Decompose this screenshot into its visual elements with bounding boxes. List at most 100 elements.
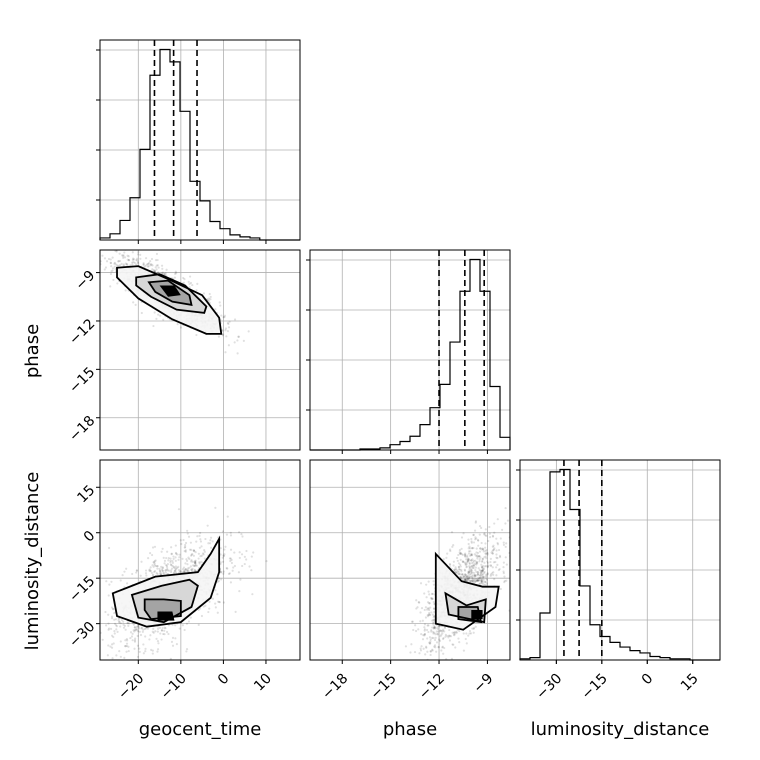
scatter-point — [457, 637, 460, 640]
xlabel-luminosity-distance: luminosity_distance — [531, 719, 710, 740]
scatter-point — [125, 642, 129, 645]
scatter-point — [129, 636, 132, 640]
scatter-point — [489, 574, 492, 577]
scatter-point — [423, 629, 426, 632]
scatter-point — [492, 561, 496, 564]
scatter-point — [167, 556, 170, 560]
scatter-point — [150, 257, 154, 261]
scatter-point — [479, 574, 482, 577]
scatter-point — [209, 536, 213, 539]
scatter-point — [481, 582, 484, 585]
scatter-point — [144, 572, 148, 575]
scatter-point — [200, 545, 203, 548]
scatter-point — [488, 535, 492, 539]
scatter-point — [214, 308, 217, 311]
contour-line-0 — [434, 551, 500, 631]
scatter-point — [436, 626, 439, 629]
scatter-point — [91, 667, 93, 669]
scatter-point — [200, 560, 203, 563]
scatter-point — [474, 554, 477, 557]
scatter-point — [208, 292, 211, 296]
scatter-point — [430, 630, 433, 633]
scatter-point — [233, 341, 236, 344]
scatter-point — [237, 335, 241, 338]
scatter-point — [468, 575, 471, 578]
scatter-point — [237, 571, 241, 574]
scatter-point — [422, 634, 425, 637]
scatter-point — [167, 632, 170, 636]
scatter-point — [156, 640, 160, 643]
scatter-point — [164, 568, 168, 572]
scatter-point — [165, 268, 168, 271]
scatter-point — [194, 561, 197, 565]
scatter-point — [470, 570, 473, 574]
scatter-point — [114, 247, 116, 249]
scatter-point — [473, 579, 476, 582]
scatter-point — [479, 570, 482, 573]
scatter-point — [452, 643, 455, 646]
scatter-point — [464, 555, 467, 558]
scatter-point — [180, 542, 183, 546]
scatter-point — [221, 556, 224, 559]
scatter-point — [229, 531, 232, 534]
scatter-point — [464, 573, 467, 576]
scatter-point — [440, 649, 443, 652]
scatter-point — [467, 572, 470, 575]
scatter-point — [158, 572, 162, 575]
scatter-point — [429, 596, 433, 600]
scatter-point — [417, 628, 420, 631]
scatter-point — [155, 637, 158, 640]
scatter-point — [170, 640, 174, 643]
ylabel-luminosity-distance: luminosity_distance — [22, 472, 43, 651]
scatter-point — [152, 631, 155, 634]
scatter-point — [481, 547, 484, 550]
scatter-point — [431, 621, 435, 624]
scatter-point — [480, 541, 483, 545]
scatter-point — [103, 257, 107, 260]
scatter-point — [136, 259, 139, 262]
scatter-point — [438, 625, 441, 628]
scatter-point — [222, 570, 225, 573]
scatter-point — [145, 627, 148, 630]
scatter-point — [428, 601, 431, 605]
scatter-point — [122, 256, 125, 260]
scatter-point — [475, 574, 478, 577]
scatter-point — [485, 582, 489, 585]
scatter-point — [472, 533, 475, 537]
scatter-point — [154, 266, 157, 269]
scatter-point — [480, 581, 483, 584]
scatter-point — [151, 268, 154, 271]
scatter-point — [236, 339, 239, 342]
scatter-point — [457, 570, 460, 573]
scatter-point — [479, 571, 482, 574]
scatter-point — [470, 565, 473, 568]
scatter-point — [118, 620, 121, 623]
scatter-point — [193, 569, 196, 572]
scatter-point — [139, 574, 142, 577]
scatter-point — [468, 577, 471, 580]
scatter-point — [170, 567, 174, 570]
scatter-point — [140, 311, 143, 315]
scatter-point — [454, 646, 457, 649]
scatter-point — [133, 662, 135, 664]
scatter-point — [195, 333, 198, 337]
scatter-point — [238, 531, 241, 534]
scatter-point — [439, 629, 442, 632]
scatter-point — [474, 568, 477, 572]
scatter-point — [465, 561, 469, 564]
scatter-point — [193, 564, 197, 567]
scatter-point — [475, 579, 479, 582]
scatter-point — [148, 638, 151, 641]
scatter-point — [216, 580, 219, 584]
scatter-point — [448, 562, 451, 566]
scatter-point — [418, 601, 421, 604]
scatter-point — [190, 548, 193, 551]
scatter-point — [449, 563, 452, 567]
ytick-label-luminosity-distance-2: 0 — [81, 528, 99, 546]
scatter-point — [178, 553, 181, 556]
scatter-point — [410, 620, 414, 623]
scatter-point — [151, 574, 154, 577]
scatter-point — [448, 634, 451, 637]
scatter-point — [485, 557, 488, 560]
scatter-point — [96, 619, 98, 621]
